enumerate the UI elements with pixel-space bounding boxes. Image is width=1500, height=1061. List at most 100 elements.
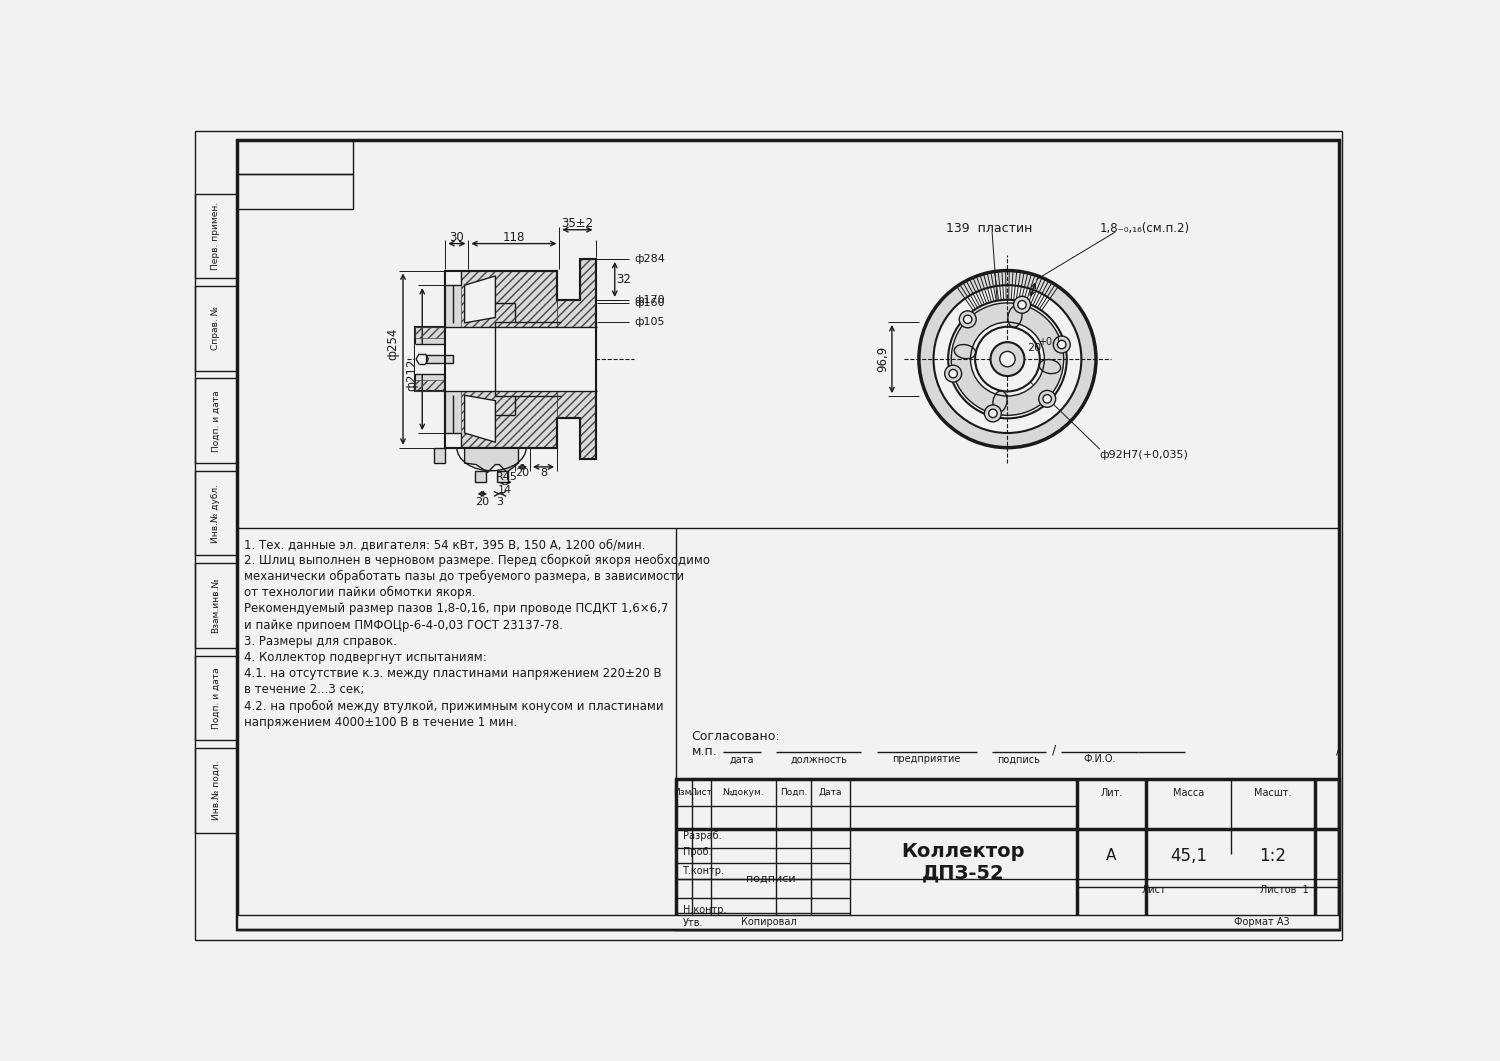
Text: 35±2: 35±2 [561,218,594,230]
Polygon shape [446,327,556,392]
Text: 2. Шлиц выполнен в черновом размере. Перед сборкой якоря необходимо: 2. Шлиц выполнен в черновом размере. Пер… [243,554,709,567]
Text: Н.контр.: Н.контр. [682,905,726,915]
Circle shape [988,410,998,418]
Text: /: / [1336,744,1341,756]
Text: Листов  1: Листов 1 [1260,885,1310,895]
Polygon shape [414,327,446,392]
Text: Разраб.: Разраб. [682,832,722,841]
Text: 1,8₋₀,₁₆(см.п.2): 1,8₋₀,₁₆(см.п.2) [1100,222,1190,234]
Text: Т.контр.: Т.контр. [682,866,724,876]
Text: 20: 20 [476,497,489,506]
Text: 20: 20 [1026,343,1041,352]
Bar [237,174,352,209]
Text: предприятие: предприятие [892,754,962,765]
Text: ф284: ф284 [634,254,664,264]
Text: Масшт.: Масшт. [1254,787,1292,798]
Text: R45: R45 [495,472,517,482]
Ellipse shape [954,345,975,359]
Text: Утв.: Утв. [682,918,703,927]
Circle shape [1038,390,1056,407]
Text: Подп. и дата: Подп. и дата [211,667,220,729]
Circle shape [958,311,976,328]
Polygon shape [465,276,495,323]
Text: механически обработать пазы до требуемого размера, в зависимости: механически обработать пазы до требуемог… [243,570,684,584]
Text: Формат А3: Формат А3 [1233,917,1290,927]
Text: подпись: подпись [998,754,1041,765]
Text: напряжением 4000±100 В в течение 1 мин.: напряжением 4000±100 В в течение 1 мин. [243,715,518,729]
Circle shape [999,351,1016,367]
Text: Ф.И.О.: Ф.И.О. [1083,754,1116,765]
Text: ДПЗ-52: ДПЗ-52 [922,864,1005,883]
Circle shape [1019,300,1026,309]
Text: 32: 32 [616,273,632,285]
Text: Инв.№ подл.: Инв.№ подл. [211,761,220,820]
Text: Взам.инв.№: Взам.инв.№ [211,577,220,633]
Text: 14: 14 [498,485,512,495]
Text: Лист: Лист [1142,885,1166,895]
Text: 4.1. на отсутствие к.з. между пластинами напряжением 220±20 В: 4.1. на отсутствие к.з. между пластинами… [243,667,662,680]
Text: /: / [1052,744,1056,756]
Text: и пайке припоем ПМФОЦр-6-4-0,03 ГОСТ 23137-78.: и пайке припоем ПМФОЦр-6-4-0,03 ГОСТ 231… [243,619,562,631]
Text: 1. Тех. данные эл. двигателя: 54 кВт, 395 В, 150 А, 1200 об/мин.: 1. Тех. данные эл. двигателя: 54 кВт, 39… [243,538,645,551]
Circle shape [1053,336,1070,353]
Circle shape [1014,296,1031,313]
Text: 118: 118 [503,231,525,244]
Text: Лит.: Лит. [1100,787,1122,798]
Circle shape [1042,395,1052,403]
Bar [496,471,508,483]
Text: ф105: ф105 [634,317,664,327]
Text: 45,1: 45,1 [1170,847,1208,865]
Text: Подп. и дата: Подп. и дата [211,389,220,452]
Text: Коллектор: Коллектор [902,842,1024,862]
Polygon shape [465,396,495,442]
Bar [426,355,453,363]
Circle shape [950,369,957,378]
Text: Инв.№ дубл.: Инв.№ дубл. [211,484,220,542]
Polygon shape [433,448,445,463]
Text: Перв. примен.: Перв. примен. [211,202,220,269]
Circle shape [945,365,962,382]
Text: ф170: ф170 [634,295,664,305]
Text: 20: 20 [516,468,530,479]
Polygon shape [446,433,460,448]
Text: ф254: ф254 [386,328,399,360]
Text: Справ. №: Справ. № [211,307,220,350]
Circle shape [990,342,1024,376]
Text: 4.2. на пробой между втулкой, прижимным конусом и пластинами: 4.2. на пробой между втулкой, прижимным … [243,699,663,713]
Circle shape [984,405,1002,422]
Text: 8: 8 [540,468,548,479]
Text: А: А [1106,848,1116,864]
Text: ф212: ф212 [405,359,418,390]
Bar [676,779,1338,928]
Text: 30: 30 [450,231,465,244]
Bar [195,656,237,741]
Ellipse shape [1008,306,1022,327]
Ellipse shape [993,390,1006,413]
Bar [237,915,1338,928]
Bar [195,286,237,370]
Text: Изм.: Изм. [674,788,694,797]
Text: 96,9: 96,9 [876,346,890,372]
Text: в течение 2...3 сек;: в течение 2...3 сек; [243,683,364,696]
Text: 4. Коллектор подвергнут испытаниям:: 4. Коллектор подвергнут испытаниям: [243,650,486,664]
Text: дата: дата [729,754,754,765]
Polygon shape [414,344,446,375]
Bar [195,379,237,463]
Circle shape [963,315,972,324]
Text: 1:2: 1:2 [1260,847,1287,865]
Bar [195,563,237,648]
Polygon shape [465,448,519,472]
Polygon shape [446,259,596,459]
Circle shape [1058,341,1066,349]
Text: от технологии пайки обмотки якоря.: от технологии пайки обмотки якоря. [243,587,476,599]
Bar [237,140,352,174]
Polygon shape [556,327,596,392]
Bar [195,471,237,556]
Ellipse shape [1040,360,1060,373]
Text: Дата: Дата [819,788,842,797]
Text: №докум.: №докум. [723,788,765,797]
Polygon shape [399,247,610,471]
Bar [474,471,486,483]
Text: ф160: ф160 [634,298,664,308]
Text: подписи: подписи [746,874,795,884]
